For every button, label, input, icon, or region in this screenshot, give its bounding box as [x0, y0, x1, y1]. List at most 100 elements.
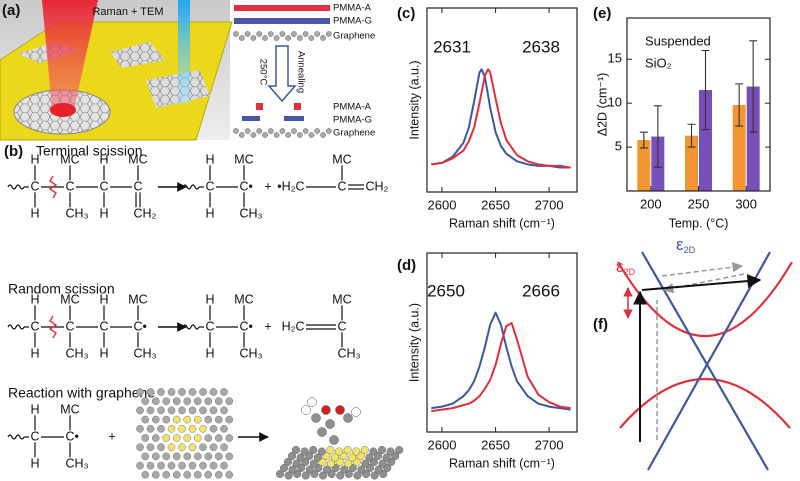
carbon-atom	[267, 31, 274, 37]
carbon-atom	[327, 459, 336, 468]
atom-label: C	[65, 179, 74, 193]
carbon-atom	[199, 461, 207, 470]
process-label: Annealing	[295, 51, 306, 93]
scheme-title: Terminal scission	[36, 143, 143, 159]
carbon-atom	[262, 35, 268, 41]
x-tick-label: 250	[688, 196, 710, 211]
legend-label: Graphene	[333, 31, 375, 42]
carbon-atom	[214, 470, 223, 479]
panel-label: (b)	[4, 143, 23, 160]
carbon-atom	[220, 406, 228, 415]
y-axis-label: Intensity (a.u.)	[407, 60, 421, 139]
carbon-atom	[157, 388, 165, 396]
peak-label: 2638	[522, 37, 560, 56]
carbon-atom	[378, 446, 387, 455]
atom-label: +	[264, 179, 271, 193]
carbon-atom	[361, 459, 370, 468]
carbon-atom	[172, 470, 181, 479]
carbon-atom	[214, 415, 223, 424]
carbon-atom	[220, 388, 228, 396]
carbon-atom	[325, 31, 332, 37]
atom-label: CH₃	[66, 346, 89, 360]
carbon-atom	[146, 443, 155, 452]
reaction-scheme: (b) Terminal scission Random scission Re…	[4, 143, 404, 480]
carbon-atom	[162, 434, 171, 442]
wavy-bond	[7, 324, 25, 330]
x-tick-label: 2700	[535, 437, 564, 452]
legend-label: PMMA-A	[333, 3, 372, 14]
atom-label: H	[30, 152, 39, 166]
atom-label: H	[99, 292, 108, 306]
bar	[637, 140, 651, 191]
carbon-atom	[308, 132, 315, 138]
y-tick-label: 5	[615, 139, 622, 154]
carbon-atom	[335, 447, 344, 456]
carbon-atom	[193, 434, 202, 442]
carbon-atom	[141, 470, 150, 479]
atom-label: H	[205, 292, 214, 306]
carbon-atom	[183, 452, 192, 461]
atom-label: C•	[240, 179, 253, 193]
carbon-atom	[256, 128, 263, 134]
carbon-atom	[386, 447, 395, 456]
carbon-atom	[369, 447, 378, 456]
carbon-atom	[209, 424, 218, 433]
bar	[685, 135, 698, 191]
atom-label: C	[133, 179, 142, 193]
carbon-atom	[353, 471, 362, 480]
atom-label: C	[30, 319, 39, 333]
atom-label: MC	[60, 292, 79, 306]
carbon-atom	[209, 388, 218, 396]
atom	[335, 405, 345, 415]
carbon-atom	[141, 452, 150, 461]
atom-label: C•	[240, 319, 253, 333]
carbon-atom	[193, 452, 202, 461]
carbon-atom	[167, 388, 176, 396]
atom-label: •H₂C	[277, 179, 304, 193]
atom-label: H	[30, 292, 39, 306]
carbon-atom	[296, 35, 303, 41]
panel-label: (c)	[397, 5, 415, 22]
scission-mark	[48, 175, 58, 199]
carbon-atom	[225, 470, 234, 479]
carbon-atom	[199, 443, 207, 452]
bar	[746, 86, 760, 191]
carbon-atom	[352, 447, 361, 456]
carbon-atom	[209, 461, 218, 470]
carbon-atom	[172, 397, 181, 406]
carbon-atom	[167, 406, 176, 415]
carbon-atom	[360, 446, 369, 455]
carbon-atom	[301, 471, 310, 480]
legend-label: Graphene	[333, 128, 375, 139]
atom-label: MC	[128, 292, 147, 306]
carbon-atom	[279, 128, 286, 134]
carbon-atom	[183, 397, 192, 406]
carbon-atom	[292, 459, 301, 468]
carbon-atom	[288, 465, 297, 474]
carbon-atom	[204, 470, 213, 479]
carbon-atom	[162, 452, 171, 461]
peak-label: 2650	[427, 281, 465, 300]
carbon-atom	[292, 446, 301, 455]
carbon-atom	[233, 128, 239, 134]
carbon-atom	[209, 406, 218, 415]
atom-label: MC	[234, 152, 253, 166]
plot-frame	[626, 17, 771, 192]
carbon-atom	[204, 434, 213, 442]
atom-label: H	[30, 206, 39, 220]
carbon-atom	[317, 447, 326, 456]
carbon-atom	[183, 415, 192, 424]
error-bar	[735, 83, 744, 127]
carbon-atom	[336, 471, 345, 480]
atom-label: C	[65, 319, 74, 333]
carbon-atom	[204, 397, 213, 406]
schematic: Raman + TEM (a) PMMA-A PMMA-G Graphene A…	[0, 0, 375, 141]
carbon-atom	[199, 388, 207, 396]
atom-label: CH₃	[338, 346, 361, 360]
carbon-atom	[162, 470, 171, 479]
carbon-atom	[136, 443, 144, 452]
carbon-atom	[225, 397, 234, 406]
atom-label: H	[205, 152, 214, 166]
carbon-atom	[325, 128, 332, 134]
